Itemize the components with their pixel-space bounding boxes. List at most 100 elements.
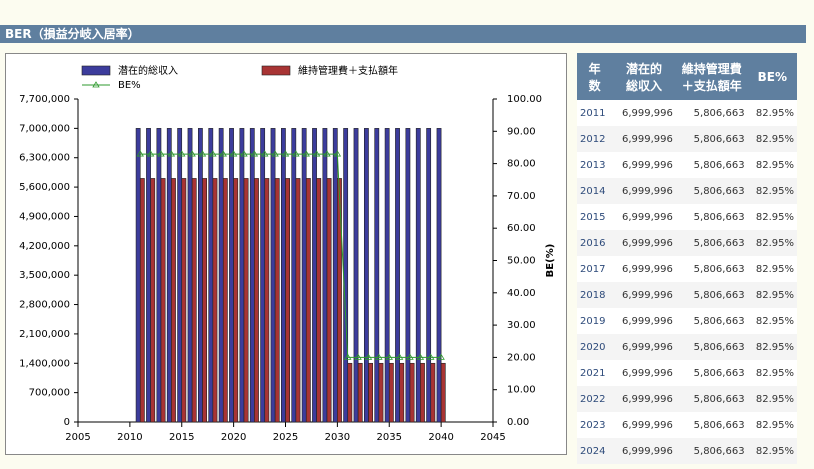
bar [243,178,249,423]
bar [326,178,332,423]
table-cell: 5,806,663 [675,152,748,178]
bar [415,128,421,423]
table-cell: 5,806,663 [675,386,748,412]
bar [384,128,390,423]
bar [171,178,176,423]
bar [139,178,145,423]
y2-tick-label: 80.00 [507,159,536,170]
line-marker [250,150,259,157]
y-tick-label: 700,000 [29,388,70,399]
table-cell: 82.95% [747,230,797,256]
table-row: 2020 6,999,996 5,806,663 82.95% [577,334,797,360]
y-tick-label: 5,600,000 [19,182,70,193]
table-header: 年 数潜在的 総収入 維持管理費 ＋支払額年 BE% [577,53,797,100]
table-cell: 82.95% [747,256,797,282]
line-marker [271,150,279,157]
x-tick-label: 2025 [273,432,298,443]
bar [322,128,328,423]
table-cell: 82.95% [747,308,797,334]
y2-tick-label: 90.00 [507,126,536,137]
bar [357,362,363,423]
bar [222,178,228,423]
chart: 0 700,000 1,400,000 2,100,000 2,800,000 3,500… [19,64,556,443]
table-cell: 2016 [577,230,613,256]
x-tick-label: 2035 [377,432,402,443]
table-row: 2018 6,999,996 5,806,663 82.95% [577,282,797,308]
bar [426,128,432,423]
line-marker [406,353,414,360]
table-cell: 6,999,996 [612,334,676,360]
bar [337,178,342,423]
bar [374,128,380,423]
table-cell: 82.95% [747,412,797,438]
table-cell: 5,806,663 [675,230,748,256]
bar [347,362,353,423]
bar [156,128,162,423]
line-marker [157,150,165,157]
y2-tick-label: 40.00 [507,288,536,299]
table-cell: 6,999,996 [612,386,676,412]
bar [440,362,446,423]
table-row: 2013 6,999,996 5,806,663 82.95% [577,152,797,178]
table-cell: 82.95% [747,360,797,386]
table-cell: 5,806,663 [675,204,748,230]
bar [202,178,207,423]
bar [177,128,183,423]
line-marker [229,150,238,157]
table-cell: 6,999,996 [612,282,676,308]
table-cell: 82.95% [747,100,797,126]
table-cell: 5,806,663 [675,100,748,126]
line-marker [437,353,445,360]
bar [305,178,311,423]
line-marker [395,353,404,360]
table-cell: 82.95% [747,204,797,230]
bar [368,362,373,423]
line-marker [333,150,342,157]
column-header: BE% [747,53,797,100]
line-marker [375,353,383,360]
bar [239,128,245,423]
y-tick-label: 3,500,000 [19,270,70,281]
bar [395,128,400,423]
table-cell: 2018 [577,282,613,308]
table-cell: 2015 [577,204,613,230]
bar [150,178,156,423]
x-tick-label: 2010 [117,432,142,443]
table-row: 2021 6,999,996 5,806,663 82.95% [577,360,797,386]
line-marker [167,150,176,157]
bar [420,362,425,423]
table-cell: 2014 [577,178,613,204]
table-row: 2015 6,999,996 5,806,663 82.95% [577,204,797,230]
table-cell: 82.95% [747,126,797,152]
table-cell: 6,999,996 [612,152,676,178]
bar [135,128,141,423]
table-cell: 5,806,663 [675,256,748,282]
bar [233,178,239,423]
y2-tick-label: 0.00 [507,417,529,428]
table-cell: 5,806,663 [675,126,748,152]
y-tick-label: 7,700,000 [19,94,70,105]
table-cell: 2024 [577,438,613,464]
bar [388,362,394,423]
table-cell: 5,806,663 [675,282,748,308]
table-row: 2023 6,999,996 5,806,663 82.95% [577,412,797,438]
bar [430,362,436,423]
table-cell: 82.95% [747,178,797,204]
column-header: 潜在的 総収入 [612,53,676,100]
y-tick-label: 0 [64,417,70,428]
y2-tick-label: 20.00 [507,352,536,363]
table-cell: 2022 [577,386,613,412]
line-marker [136,150,144,157]
table-cell: 5,806,663 [675,308,748,334]
legend-label: BE% [118,80,141,91]
bar [191,178,197,423]
table-row: 2017 6,999,996 5,806,663 82.95% [577,256,797,282]
table-row: 2024 6,999,996 5,806,663 82.95% [577,438,797,464]
bar [212,178,218,423]
line-marker [292,150,300,157]
line-marker [302,150,310,157]
bar [270,128,276,423]
line-marker [312,150,321,157]
table-cell: 6,999,996 [612,308,676,334]
